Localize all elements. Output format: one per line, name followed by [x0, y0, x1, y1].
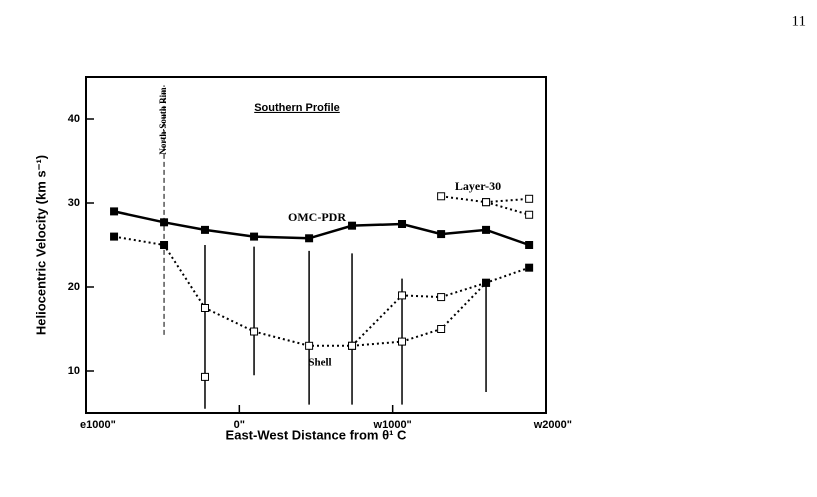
x-tick-label: w2000": [533, 419, 572, 431]
data-point: [250, 327, 259, 336]
chart-title: Southern Profile: [254, 102, 340, 114]
y-axis-label: Heliocentric Velocity (km s⁻¹): [33, 155, 48, 335]
data-point: [110, 232, 119, 241]
x-tick-label: w1000": [373, 419, 412, 431]
series-line: [113, 210, 530, 247]
data-point: [160, 241, 169, 249]
data-point: [250, 232, 259, 241]
data-point: [200, 372, 209, 381]
data-point: [200, 225, 209, 234]
data-point: [110, 207, 119, 216]
data-point: [437, 230, 446, 239]
series-line: [113, 235, 530, 347]
data-point: [525, 210, 534, 219]
data-point: [348, 221, 357, 230]
data-point: [398, 337, 407, 346]
data-point: [525, 263, 534, 272]
plot-frame: [85, 76, 547, 414]
data-point: [525, 194, 534, 203]
series-line: [351, 281, 487, 347]
data-point: [305, 234, 314, 243]
x-tick-label: e1000": [80, 419, 116, 431]
data-point: [398, 220, 407, 228]
data-point: [482, 198, 491, 207]
page-number: 11: [792, 13, 806, 29]
y-tick-label: 40: [68, 113, 80, 125]
data-point: [437, 293, 446, 302]
data-point: [482, 278, 491, 287]
rim-label: North-South Rim: [158, 87, 168, 155]
data-point: [398, 291, 407, 300]
data-point: [437, 325, 446, 333]
data-point: [482, 225, 491, 234]
y-tick-label: 20: [68, 281, 80, 293]
y-tick-label: 10: [68, 365, 80, 377]
annotation: Layer-30: [455, 179, 501, 193]
series-line: [485, 201, 530, 216]
x-axis-label: East-West Distance from θ¹ C: [226, 427, 407, 442]
data-point: [200, 304, 209, 312]
y-tick-label: 30: [68, 197, 80, 209]
data-point: [160, 218, 169, 227]
data-point: [348, 341, 357, 350]
annotation: Shell: [308, 357, 331, 369]
data-point: [525, 241, 534, 249]
data-point: [437, 192, 446, 201]
annotation: OMC-PDR: [288, 210, 346, 224]
x-tick-label: 0": [234, 419, 245, 431]
data-point: [305, 341, 314, 350]
